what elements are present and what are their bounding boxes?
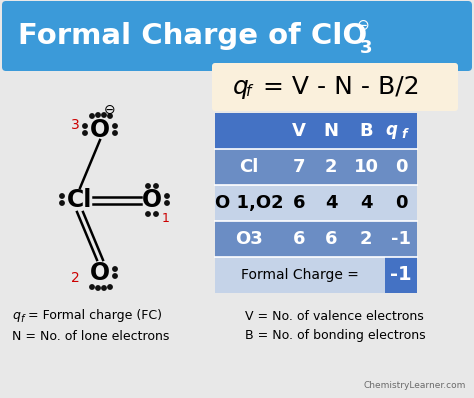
- Text: Cl: Cl: [239, 158, 259, 176]
- Circle shape: [165, 201, 169, 205]
- FancyBboxPatch shape: [212, 63, 458, 111]
- Text: ⊖: ⊖: [357, 18, 370, 33]
- Text: 4: 4: [360, 194, 372, 212]
- Text: 0: 0: [395, 194, 407, 212]
- Text: q: q: [12, 310, 20, 322]
- Text: 10: 10: [354, 158, 379, 176]
- Text: f: f: [20, 314, 23, 324]
- FancyBboxPatch shape: [215, 221, 417, 257]
- Circle shape: [113, 267, 117, 271]
- Text: O3: O3: [235, 230, 263, 248]
- Circle shape: [83, 131, 87, 135]
- FancyBboxPatch shape: [215, 185, 417, 221]
- Circle shape: [108, 285, 112, 289]
- Circle shape: [113, 124, 117, 128]
- Text: V = No. of valence electrons: V = No. of valence electrons: [245, 310, 424, 322]
- Text: 2: 2: [325, 158, 337, 176]
- Circle shape: [90, 285, 94, 289]
- Text: O 1,O2: O 1,O2: [215, 194, 283, 212]
- Circle shape: [102, 113, 106, 117]
- Text: = V - N - B/2: = V - N - B/2: [255, 75, 419, 99]
- Text: f: f: [246, 84, 251, 100]
- Circle shape: [113, 274, 117, 278]
- Text: Formal Charge of ClO: Formal Charge of ClO: [18, 22, 367, 50]
- Text: 4: 4: [325, 194, 337, 212]
- Circle shape: [154, 184, 158, 188]
- Circle shape: [90, 114, 94, 118]
- Text: N = No. of lone electrons: N = No. of lone electrons: [12, 330, 169, 343]
- Text: = Formal charge (FC): = Formal charge (FC): [24, 310, 162, 322]
- Text: V: V: [292, 122, 306, 140]
- Text: -1: -1: [391, 230, 411, 248]
- Text: 6: 6: [293, 230, 305, 248]
- Text: 3: 3: [71, 118, 79, 132]
- Text: O: O: [90, 261, 110, 285]
- FancyBboxPatch shape: [2, 1, 472, 71]
- FancyBboxPatch shape: [215, 257, 385, 293]
- Circle shape: [102, 286, 106, 290]
- Text: 0: 0: [395, 158, 407, 176]
- Text: B = No. of bonding electrons: B = No. of bonding electrons: [245, 330, 426, 343]
- Text: 2: 2: [71, 271, 79, 285]
- Circle shape: [113, 131, 117, 135]
- Circle shape: [60, 194, 64, 198]
- Text: q: q: [233, 75, 249, 99]
- Text: Cl: Cl: [67, 188, 93, 212]
- Text: O: O: [142, 188, 162, 212]
- Circle shape: [83, 124, 87, 128]
- Text: 1: 1: [162, 211, 170, 224]
- Text: ChemistryLearner.com: ChemistryLearner.com: [364, 381, 466, 390]
- Text: ⊖: ⊖: [104, 103, 116, 117]
- Text: f: f: [401, 129, 407, 142]
- Circle shape: [108, 114, 112, 118]
- Text: 6: 6: [293, 194, 305, 212]
- FancyBboxPatch shape: [385, 257, 417, 293]
- Text: O: O: [90, 118, 110, 142]
- Text: -1: -1: [390, 265, 412, 285]
- Text: N: N: [323, 122, 338, 140]
- Text: 7: 7: [293, 158, 305, 176]
- Circle shape: [60, 201, 64, 205]
- Text: B: B: [359, 122, 373, 140]
- FancyBboxPatch shape: [215, 113, 417, 149]
- Circle shape: [154, 212, 158, 216]
- Circle shape: [96, 113, 100, 117]
- Circle shape: [96, 286, 100, 290]
- Text: Formal Charge =: Formal Charge =: [241, 268, 359, 282]
- Text: q: q: [385, 121, 397, 139]
- Circle shape: [146, 184, 150, 188]
- Text: 3: 3: [360, 39, 373, 57]
- FancyBboxPatch shape: [215, 149, 417, 185]
- Text: 6: 6: [325, 230, 337, 248]
- Text: 2: 2: [360, 230, 372, 248]
- Circle shape: [165, 194, 169, 198]
- Circle shape: [146, 212, 150, 216]
